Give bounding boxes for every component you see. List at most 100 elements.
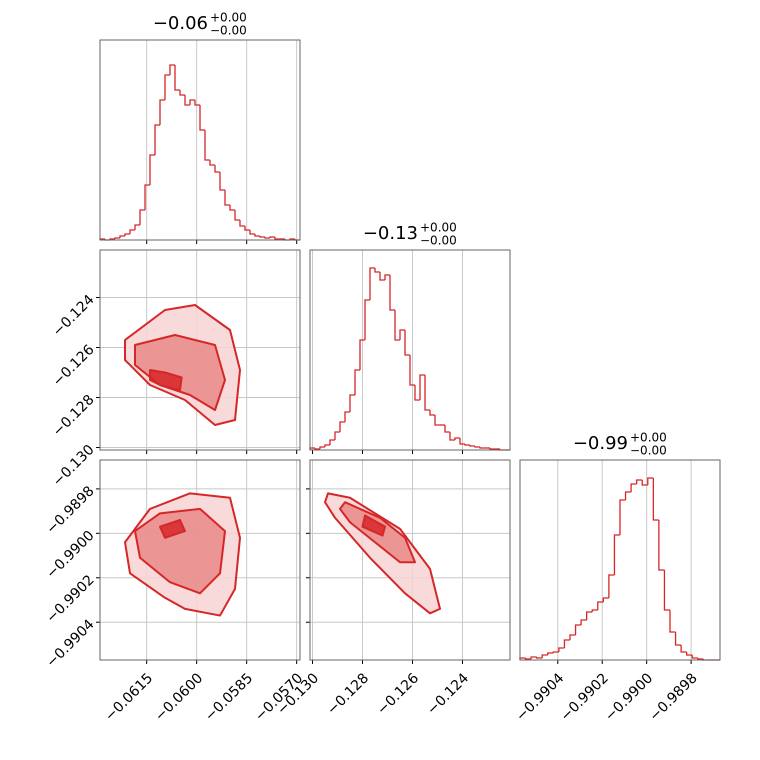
histogram-bin bbox=[424, 375, 430, 411]
histogram-bin bbox=[349, 394, 355, 412]
density-contour bbox=[149, 369, 183, 391]
histogram-bin bbox=[244, 226, 250, 231]
histogram-bin bbox=[414, 385, 420, 401]
histogram-bin bbox=[214, 165, 220, 173]
histogram-bin bbox=[184, 95, 190, 106]
y-tick-label: −0.130 bbox=[50, 442, 98, 490]
histogram-bin bbox=[469, 445, 475, 447]
histogram-bin bbox=[194, 100, 200, 106]
histogram-bin bbox=[449, 432, 455, 441]
histogram-bin bbox=[154, 124, 160, 155]
histogram-bin bbox=[204, 130, 210, 161]
panel-frame bbox=[99, 459, 301, 661]
histogram-bin bbox=[586, 611, 593, 620]
x-tick-label: −0.0585 bbox=[202, 670, 256, 724]
title-upper-error: +0.00 bbox=[420, 221, 457, 235]
x-tick-label: −0.128 bbox=[324, 670, 372, 718]
histogram-bin bbox=[602, 597, 609, 602]
histogram-bin bbox=[574, 624, 582, 635]
density-contour bbox=[134, 507, 226, 595]
histogram-bin bbox=[680, 645, 687, 653]
histogram-bin bbox=[374, 268, 380, 273]
y-tick-label: −0.9902 bbox=[43, 572, 97, 626]
histogram-bin bbox=[658, 520, 665, 571]
histogram-bin bbox=[409, 355, 415, 386]
histogram-bin bbox=[174, 65, 180, 91]
histogram-bin bbox=[404, 330, 410, 356]
y-tick-label: −0.9904 bbox=[43, 617, 97, 671]
histogram-bin bbox=[359, 339, 365, 370]
histogram-bin bbox=[189, 99, 195, 105]
histogram-bin bbox=[429, 410, 435, 416]
histogram-bin bbox=[530, 656, 537, 659]
histogram-bin bbox=[169, 64, 175, 75]
histogram-bin bbox=[369, 267, 375, 300]
title-upper-error: +0.00 bbox=[630, 431, 667, 445]
histogram-bin bbox=[464, 444, 470, 446]
panel-frame bbox=[309, 459, 511, 661]
histogram-bin bbox=[249, 230, 255, 235]
histogram-bin bbox=[114, 237, 120, 239]
histogram-bin bbox=[219, 172, 225, 191]
histogram-bin bbox=[254, 234, 260, 237]
histogram-bin bbox=[159, 99, 165, 125]
y-tick-label: −0.126 bbox=[50, 342, 98, 390]
panel-frame bbox=[309, 249, 511, 451]
histogram-bin bbox=[139, 209, 145, 225]
histogram-bin bbox=[124, 233, 130, 236]
x-tick-label: −0.9900 bbox=[602, 670, 656, 724]
histogram-bin bbox=[339, 421, 345, 432]
panel-title: −0.13 bbox=[363, 223, 418, 244]
x-tick-label: −0.0615 bbox=[102, 670, 156, 724]
histogram-bin bbox=[134, 224, 140, 230]
panel-frame bbox=[99, 249, 301, 451]
title-upper-error: +0.00 bbox=[210, 11, 247, 25]
density-contour bbox=[361, 514, 386, 537]
histogram-bin bbox=[364, 299, 370, 340]
panel-title: −0.99 bbox=[573, 433, 628, 454]
histogram-bin bbox=[608, 574, 615, 598]
histogram-bin bbox=[209, 160, 215, 166]
histogram-bin bbox=[536, 657, 543, 659]
histogram-bin bbox=[647, 477, 654, 485]
title-lower-error: −0.00 bbox=[210, 24, 247, 38]
x-tick-label: −0.0600 bbox=[152, 670, 206, 724]
histogram-bin bbox=[479, 447, 485, 449]
histogram-bin bbox=[563, 639, 570, 648]
histogram-bin bbox=[334, 431, 340, 440]
histogram-bin bbox=[669, 610, 676, 633]
histogram-bin bbox=[314, 448, 320, 450]
histogram-bin bbox=[547, 652, 554, 655]
histogram-bin bbox=[224, 190, 230, 206]
histogram-bin bbox=[274, 237, 280, 240]
histogram-bin bbox=[454, 437, 460, 440]
histogram-bin bbox=[234, 210, 240, 221]
title-lower-error: −0.00 bbox=[630, 444, 667, 458]
histogram-bin bbox=[419, 374, 425, 400]
histogram-bin bbox=[149, 154, 155, 185]
histogram-bin bbox=[686, 652, 693, 656]
histogram-bin bbox=[119, 235, 125, 238]
x-tick-label: −0.126 bbox=[374, 670, 422, 718]
histogram-bin bbox=[624, 491, 632, 500]
histogram-bin bbox=[663, 570, 670, 611]
histogram-bin bbox=[144, 184, 150, 210]
histogram-bin bbox=[269, 236, 275, 238]
histogram-bin bbox=[474, 446, 480, 448]
x-tick-label: −0.124 bbox=[424, 670, 472, 718]
histogram-bin bbox=[379, 272, 385, 281]
histogram-bin bbox=[691, 655, 698, 659]
histogram-bin bbox=[558, 647, 565, 652]
histogram-bin bbox=[259, 236, 265, 238]
histogram-bin bbox=[541, 654, 548, 658]
density-contour bbox=[134, 334, 226, 411]
histogram-bin bbox=[674, 632, 682, 646]
panel-title: −0.06 bbox=[153, 13, 208, 34]
histogram-bin bbox=[324, 444, 330, 447]
y-tick-label: −0.9898 bbox=[43, 483, 97, 537]
histogram-bin bbox=[489, 448, 495, 450]
title-lower-error: −0.00 bbox=[420, 234, 457, 248]
histogram-bin bbox=[329, 439, 335, 445]
x-tick-label: −0.9904 bbox=[513, 670, 567, 724]
histogram-bin bbox=[552, 651, 559, 653]
